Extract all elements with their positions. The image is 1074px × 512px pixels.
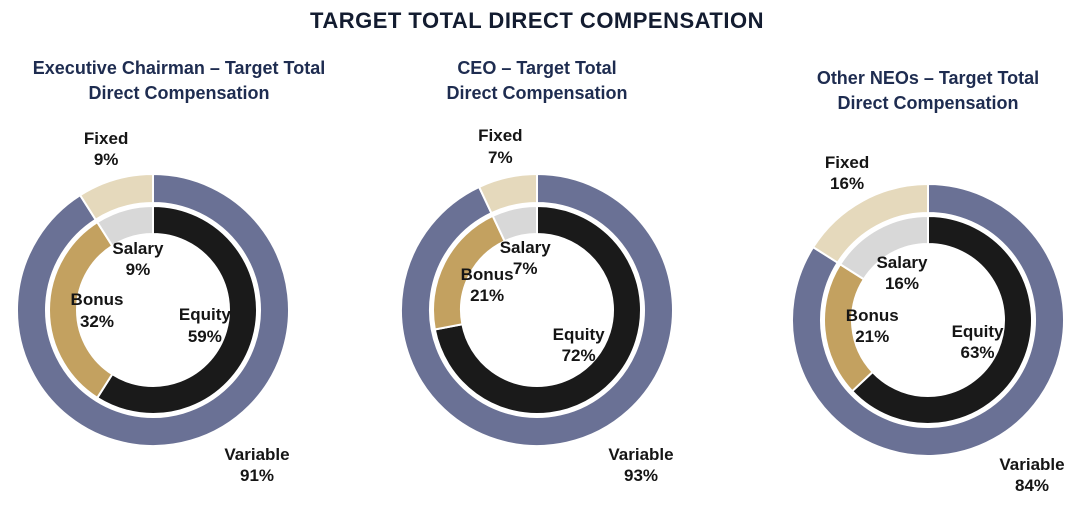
salary-label-value: 7% bbox=[512, 258, 538, 278]
chart-title-executive-chairman: Executive Chairman – Target Total Direct… bbox=[32, 58, 326, 104]
equity-label-value: 63% bbox=[960, 342, 995, 362]
equity-label-name: Equity bbox=[178, 305, 231, 325]
equity-label-name: Equity bbox=[552, 324, 605, 344]
segment-equity bbox=[850, 215, 1033, 426]
bonus-label-value: 21% bbox=[855, 326, 890, 346]
fixed-label-value: 9% bbox=[93, 150, 119, 170]
fixed-label-name: Fixed bbox=[478, 126, 523, 146]
donut-rings bbox=[16, 173, 290, 448]
salary-label-name: Salary bbox=[876, 252, 928, 272]
fixed-label: Fixed 7% bbox=[478, 125, 522, 168]
salary-label-name: Salary bbox=[112, 238, 164, 258]
donut-chart-executive-chairman: Fixed 9% Salary 9% Bonus 32% Equity 59% … bbox=[0, 106, 313, 496]
fixed-label-name: Fixed bbox=[83, 128, 129, 148]
segment-fixed bbox=[811, 183, 929, 265]
fixed-label-value: 7% bbox=[488, 147, 513, 167]
segment-salary bbox=[95, 205, 154, 248]
charts-row: Executive Chairman – Target Total Direct… bbox=[0, 56, 1074, 506]
segment-salary bbox=[491, 205, 538, 243]
variable-label-name: Variable bbox=[608, 444, 674, 464]
bonus-label-value: 32% bbox=[79, 311, 115, 331]
equity-label: Equity 59% bbox=[179, 304, 231, 347]
segment-fixed bbox=[78, 173, 154, 222]
bonus-label-name: Bonus bbox=[845, 305, 899, 325]
bonus-label-value: 21% bbox=[470, 285, 505, 305]
chart-title-ceo: CEO – Target Total Direct Compensation bbox=[446, 58, 628, 104]
segment-variable bbox=[791, 183, 1065, 458]
donut-chart-other-neos: Fixed 16% Salary 16% Bonus 21% Equity 63… bbox=[768, 116, 1074, 506]
bonus-label-name: Bonus bbox=[70, 290, 124, 310]
bonus-label-name: Bonus bbox=[460, 264, 514, 284]
variable-label-value: 91% bbox=[239, 465, 275, 485]
chart-ceo: CEO – Target Total Direct Compensation F… bbox=[358, 56, 716, 506]
page-title: TARGET TOTAL DIRECT COMPENSATION bbox=[310, 8, 764, 33]
segment-equity bbox=[95, 205, 258, 416]
segment-fixed bbox=[477, 173, 538, 215]
salary-label-name: Salary bbox=[499, 237, 551, 257]
equity-label: Equity 63% bbox=[952, 321, 1004, 364]
bonus-label: Bonus 21% bbox=[461, 264, 514, 307]
equity-label-value: 72% bbox=[561, 345, 596, 365]
segment-salary bbox=[838, 215, 929, 282]
chart-title-other-neos: Other NEOs – Target Total Direct Compens… bbox=[816, 68, 1040, 114]
salary-label: Salary 16% bbox=[876, 252, 927, 295]
donut-rings bbox=[399, 173, 674, 448]
bonus-label: Bonus 32% bbox=[71, 289, 124, 332]
fixed-label-value: 16% bbox=[830, 174, 865, 194]
variable-label: Variable 91% bbox=[224, 443, 289, 486]
bonus-label: Bonus 21% bbox=[846, 304, 899, 347]
equity-label-value: 59% bbox=[187, 326, 222, 346]
fixed-label-name: Fixed bbox=[824, 152, 870, 172]
segment-equity bbox=[433, 205, 642, 416]
variable-label: Variable 93% bbox=[608, 443, 673, 486]
variable-label-value: 84% bbox=[1014, 475, 1050, 495]
salary-label: Salary 9% bbox=[112, 237, 163, 280]
salary-label-value: 16% bbox=[884, 274, 919, 294]
salary-label: Salary 7% bbox=[500, 236, 551, 279]
equity-label: Equity 72% bbox=[553, 324, 605, 367]
salary-label-value: 9% bbox=[125, 259, 151, 279]
chart-executive-chairman: Executive Chairman – Target Total Direct… bbox=[0, 56, 358, 506]
variable-label-name: Variable bbox=[224, 444, 290, 464]
segment-variable bbox=[399, 173, 674, 448]
fixed-label: Fixed 9% bbox=[84, 128, 128, 171]
chart-other-neos: Other NEOs – Target Total Direct Compens… bbox=[749, 56, 1074, 506]
segment-variable bbox=[16, 173, 290, 448]
donut-chart-ceo: Fixed 7% Salary 7% Bonus 21% Equity 72% … bbox=[377, 106, 697, 496]
variable-label: Variable 84% bbox=[999, 453, 1064, 496]
variable-label-value: 93% bbox=[623, 465, 659, 485]
fixed-label: Fixed 16% bbox=[825, 152, 869, 195]
donut-rings bbox=[791, 183, 1065, 458]
equity-label-name: Equity bbox=[951, 321, 1004, 341]
variable-label-name: Variable bbox=[999, 454, 1065, 474]
